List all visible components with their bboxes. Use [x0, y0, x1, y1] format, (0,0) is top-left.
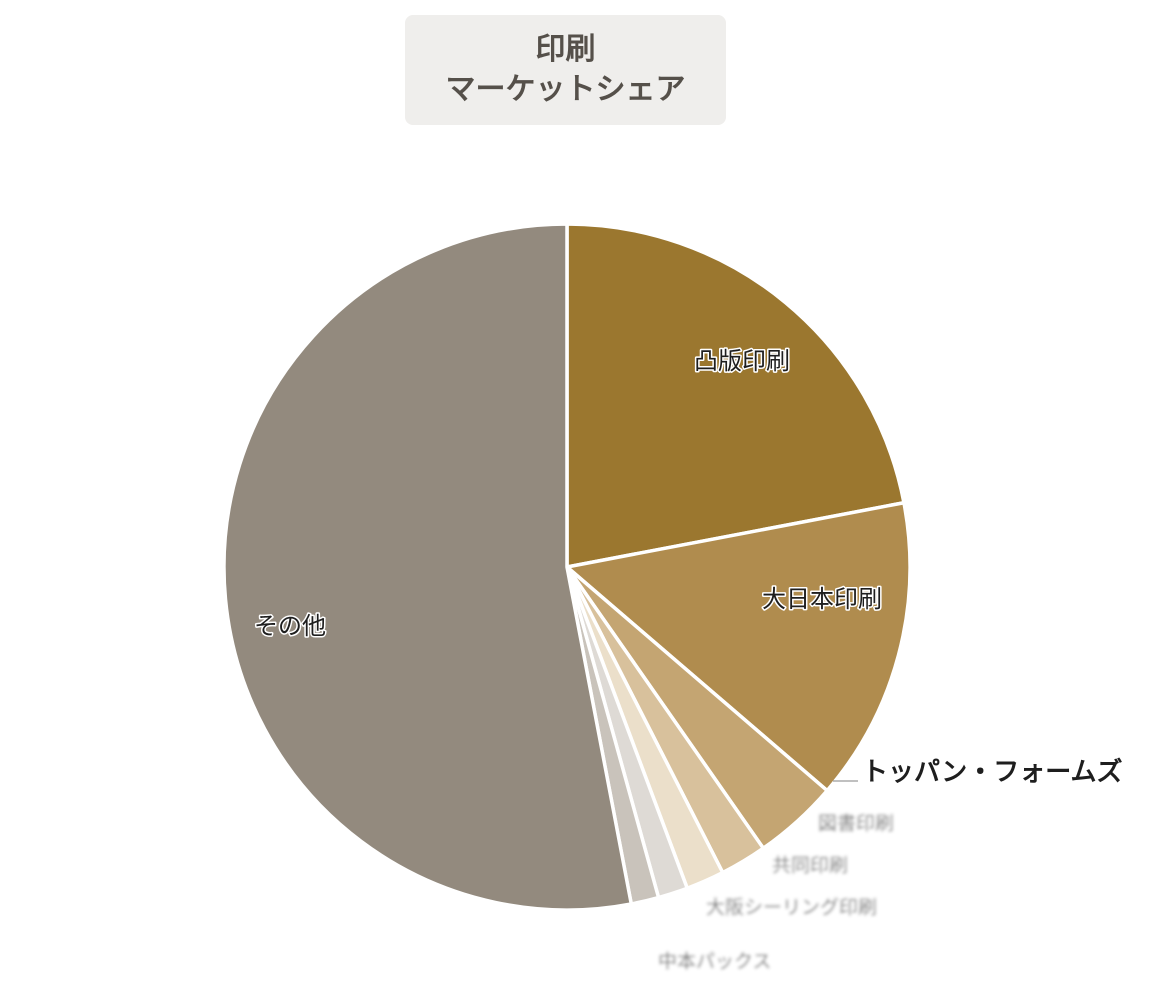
slice-2[interactable]	[565, 500, 912, 793]
chart-title-box: 印刷 マーケットシェア	[405, 15, 726, 125]
chart-title-line-1: 印刷	[535, 32, 596, 67]
slice-label-5: 共同印刷	[772, 855, 848, 877]
slice-label-4: 図書印刷	[818, 813, 894, 835]
slice-label-3: トッパン・フォームズ	[862, 757, 1123, 788]
slice-8[interactable]	[222, 222, 634, 912]
pie-slices	[222, 222, 912, 912]
slice-label-8: その他	[254, 612, 326, 640]
slice-label-7: 中本パックス	[658, 951, 771, 973]
slice-label-2: 大日本印刷	[762, 585, 882, 613]
slice-label-1: 凸版印刷	[694, 347, 790, 375]
chart-title-line-2: マーケットシェア	[445, 72, 686, 107]
slice-label-6: 大阪シーリング印刷	[706, 897, 877, 919]
slice-1[interactable]	[565, 222, 906, 569]
slice-labels: 凸版印刷大日本印刷トッパン・フォームズ図書印刷共同印刷大阪シーリング印刷中本パッ…	[253, 346, 1125, 975]
